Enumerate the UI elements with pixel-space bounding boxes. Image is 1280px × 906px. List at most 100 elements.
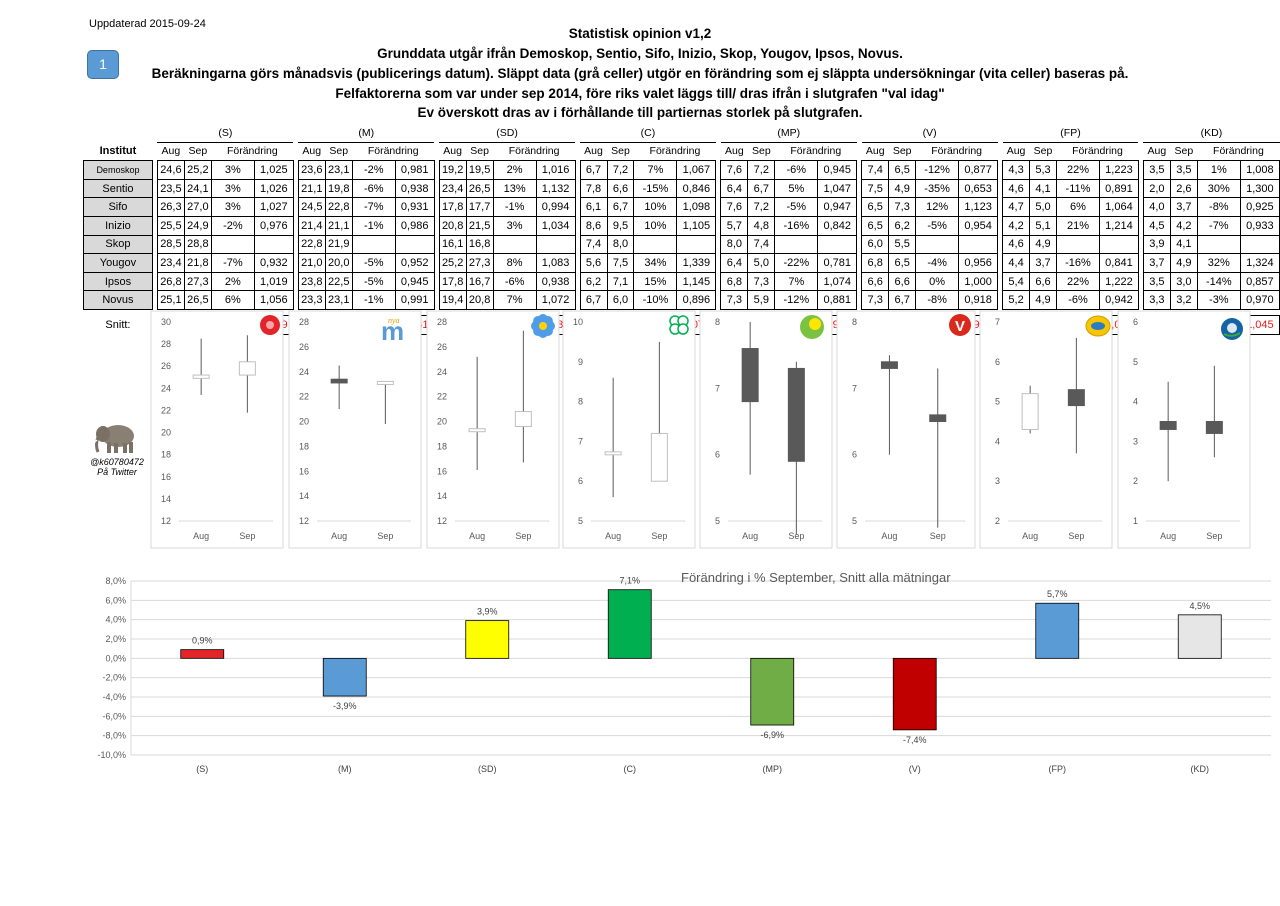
value-cell: 1%	[1196, 160, 1241, 180]
value-cell: 19,2	[438, 160, 467, 180]
page-number-badge[interactable]: 1	[87, 50, 119, 79]
value-cell: 22%	[1056, 271, 1100, 292]
fp-logo-center-icon	[1091, 322, 1105, 330]
value-cell: 19,8	[324, 178, 353, 199]
y-tick-label: 2,0%	[105, 634, 126, 644]
value-cell: 25,1	[156, 290, 185, 310]
v-logo-icon	[949, 314, 971, 336]
col-header-sep: Sep	[892, 145, 912, 158]
value-cell: 7,4	[747, 234, 776, 255]
y-tick-label: 30	[161, 317, 171, 327]
value-cell: -2%	[210, 215, 255, 236]
col-header-aug: Aug	[720, 141, 748, 161]
bar	[1177, 614, 1222, 659]
candle-body	[650, 432, 668, 482]
value-cell: 1,214	[1098, 215, 1139, 236]
x-tick-label: (M)	[338, 764, 352, 774]
s-rose-center-icon	[266, 321, 274, 329]
value-cell: 1,047	[817, 178, 858, 199]
y-tick-label: 8	[715, 317, 720, 327]
y-tick-label: 12	[161, 516, 171, 526]
y-tick-label: 16	[161, 472, 171, 482]
y-tick-label: 3	[995, 476, 1000, 486]
value-cell: 5,4	[1002, 271, 1031, 292]
value-cell: 5,1	[1029, 215, 1057, 236]
value-cell: -12%	[915, 160, 960, 180]
x-tick-label: (FP)	[1049, 764, 1067, 774]
value-cell: 23,4	[156, 253, 185, 273]
col-header-sep: Sep	[611, 145, 630, 158]
col-header-change: Förändring	[226, 145, 278, 158]
header-line-error: Felfaktorerna som var under sep 2014, fö…	[335, 86, 945, 101]
value-cell: 5,2	[1002, 290, 1031, 310]
y-tick-label: 5	[715, 516, 720, 526]
value-cell: 1,074	[817, 271, 858, 292]
y-tick-label: -2,0%	[102, 673, 126, 683]
value-cell: 0,857	[1239, 271, 1280, 292]
value-cell: 3,3	[1142, 290, 1171, 310]
value-cell: 6,2	[579, 271, 608, 292]
y-tick-label: 18	[437, 441, 447, 451]
value-cell: 26,5	[183, 290, 212, 310]
candle-body	[192, 374, 210, 379]
institute-name: Yougov	[83, 253, 153, 273]
y-tick-label: 2	[995, 516, 1000, 526]
value-cell: 22,5	[324, 271, 353, 292]
y-tick-label: 26	[299, 342, 309, 352]
col-header-sep: Sep	[1174, 145, 1194, 158]
table-row: Ipsos 26,8 27,3 2% 1,019 23,8 22,5 -5% 0,945 17,8…	[83, 271, 1280, 292]
y-tick-label: 9	[578, 357, 583, 367]
y-tick-label: 20	[437, 417, 447, 427]
x-tick-label: Sep	[515, 531, 531, 541]
bar-chart-title: Förändring i % September, Snitt alla mät…	[681, 570, 951, 585]
value-cell: 1,000	[958, 271, 999, 292]
value-cell: 6,2	[888, 215, 917, 236]
mascot-handle: @k60780472	[90, 457, 144, 467]
header-line-sources: Grunddata utgår ifrån Demoskop, Sentio, …	[377, 46, 903, 61]
candle-body	[376, 380, 394, 385]
x-tick-label: (V)	[909, 764, 921, 774]
candle-panel	[150, 310, 284, 549]
value-cell: 1,056	[253, 290, 294, 310]
value-cell: 0,932	[253, 253, 294, 273]
value-cell: 1,132	[535, 178, 576, 199]
value-cell: 0,952	[394, 253, 435, 273]
value-cell: 24,1	[183, 178, 212, 199]
value-cell: -12%	[774, 290, 819, 310]
value-cell: 3,7	[1029, 253, 1057, 273]
col-header-change: Förändring	[790, 145, 842, 158]
value-cell: -11%	[1056, 178, 1100, 199]
table-row: Demoskop 24,6 25,2 3% 1,025 23,6 23,1 -2% 0,981 1…	[83, 160, 1280, 180]
y-tick-label: 6	[715, 450, 720, 460]
y-tick-label: 24	[437, 367, 447, 377]
value-cell: -1%	[351, 290, 396, 310]
col-header-aug: Aug	[1002, 141, 1030, 161]
y-tick-label: 26	[161, 361, 171, 371]
col-header-aug: Aug	[157, 141, 185, 161]
institute-name: Novus	[83, 290, 153, 310]
m-logo-top: nya	[388, 316, 400, 325]
bar-value-label: -6,9%	[760, 730, 784, 740]
value-cell: 3,7	[1142, 253, 1171, 273]
y-tick-label: 12	[299, 516, 309, 526]
x-tick-label: Aug	[742, 531, 758, 541]
value-cell: 24,9	[183, 215, 212, 236]
y-tick-label: 6	[852, 450, 857, 460]
col-header-aug: Aug	[1143, 141, 1171, 161]
value-cell: 25,2	[438, 253, 467, 273]
candle-panel	[699, 310, 833, 549]
value-cell: 5,9	[747, 290, 776, 310]
value-cell: 1,083	[535, 253, 576, 273]
x-tick-label: (C)	[624, 764, 637, 774]
value-cell: 6,1	[579, 197, 608, 217]
y-tick-label: 14	[299, 491, 309, 501]
value-cell: 0,954	[958, 215, 999, 236]
value-cell: 6,6	[1029, 271, 1057, 292]
y-tick-label: 8,0%	[105, 576, 126, 586]
y-tick-label: -4,0%	[102, 692, 126, 702]
kd-flower-icon	[1227, 323, 1237, 333]
y-tick-label: 7	[715, 383, 720, 393]
y-tick-label: 7	[852, 383, 857, 393]
x-tick-label: Sep	[1068, 531, 1084, 541]
